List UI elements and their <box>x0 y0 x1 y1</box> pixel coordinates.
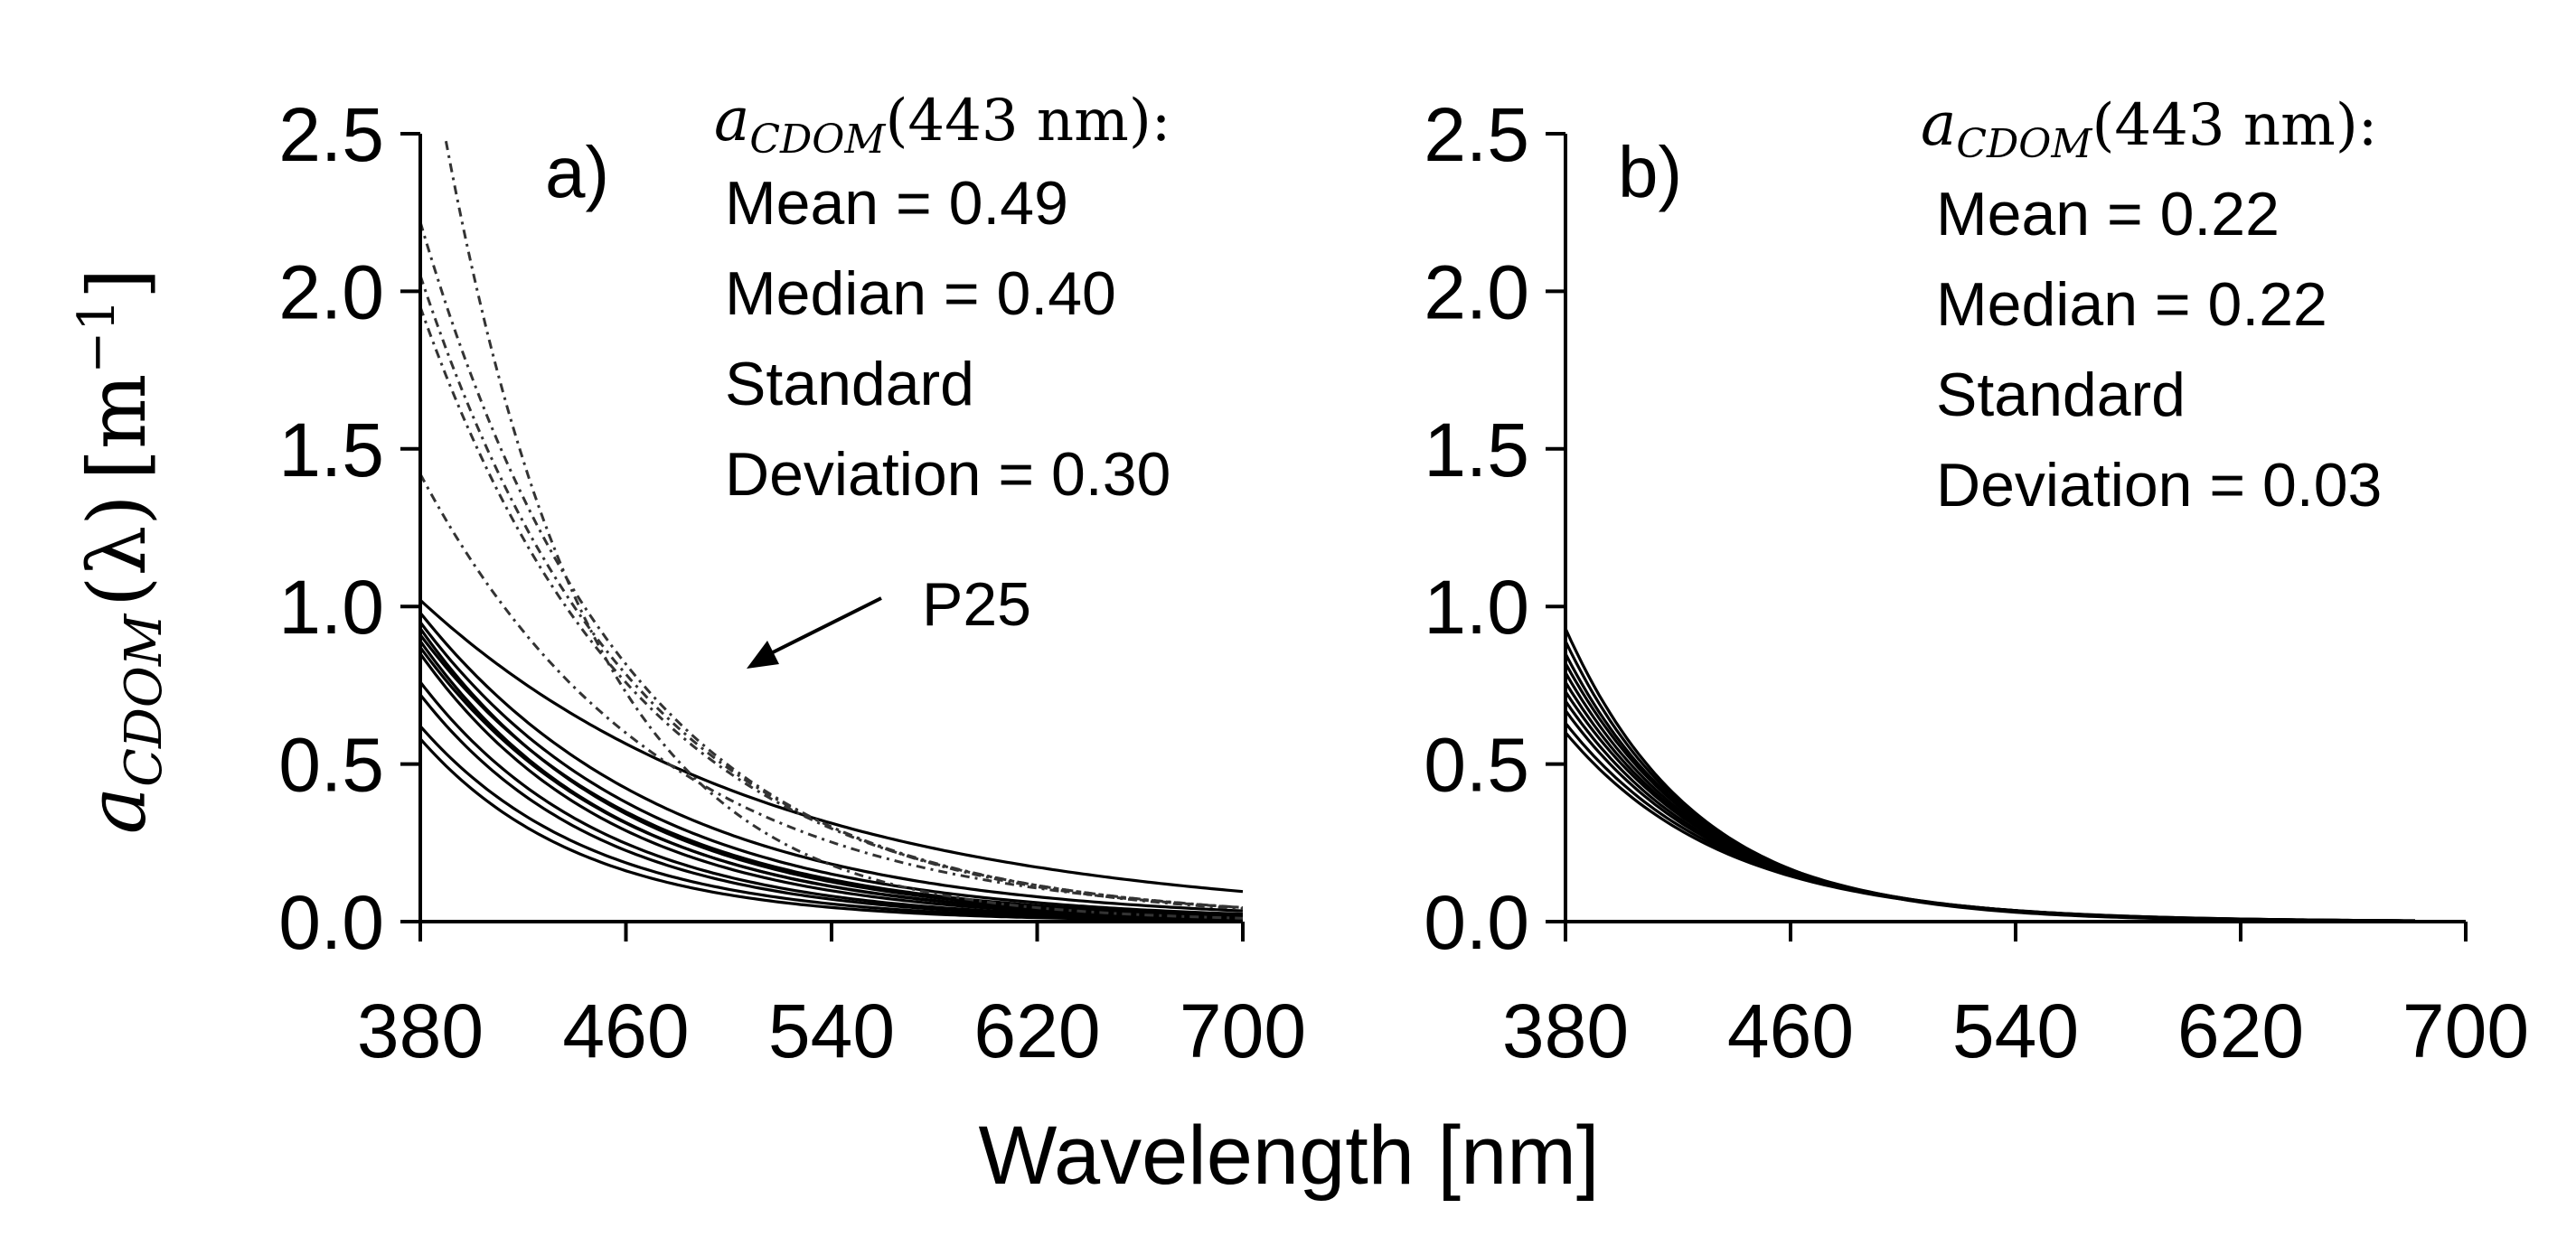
panel-b-series-solid-11 <box>1564 731 2415 923</box>
panel-a-series-solid-8 <box>418 652 1244 920</box>
panel-b-stats-header-sub: CDOM <box>1956 121 2092 167</box>
panel-b-y-tick-label: 1.5 <box>1424 408 1529 492</box>
panel-a-y-tick-label: 1.0 <box>278 565 384 650</box>
panel-a-stats-std-line2: Deviation = 0.30 <box>725 440 1170 509</box>
panel-a-series-dashed-1 <box>444 140 1244 920</box>
panel-a-x-tick-label: 620 <box>973 988 1100 1073</box>
panel-a-series-dashed-2 <box>418 221 1244 911</box>
panel-a-stats-header-symbol: a <box>714 85 749 155</box>
panel-a-annotation: P25 <box>747 570 1031 669</box>
panel-b: 0.0 0.5 1.0 1.5 2.0 2.5 380 460 540 620 700 b) aCD… <box>1424 89 2529 1073</box>
y-axis-title-unit-close: ] <box>71 268 164 299</box>
panel-b-x-tick-label: 620 <box>2177 988 2304 1073</box>
panel-b-series-solid-6 <box>1564 681 2416 923</box>
panel-a-stats-mean: Mean = 0.49 <box>725 169 1068 238</box>
panel-a-annotation-arrowhead <box>747 641 779 669</box>
panel-b-y-tick-label: 1.0 <box>1424 565 1529 650</box>
panel-b-stats-header-rest: (443 nm): <box>2092 92 2377 159</box>
panel-a-stats-median: Median = 0.40 <box>725 259 1116 328</box>
y-axis-title-subscript: CDOM <box>115 613 174 787</box>
panel-a-series-solid-12 <box>418 737 1243 923</box>
panel-b-axes: 0.0 0.5 1.0 1.5 2.0 2.5 380 460 540 620 700 <box>1424 92 2529 1073</box>
panel-b-stats: aCDOM(443 nm): Mean = 0.22 Median = 0.22… <box>1921 89 2382 520</box>
panel-a-curves <box>418 140 1244 923</box>
panel-a-series-solid-3 <box>418 621 1244 916</box>
panel-b-stats-median: Median = 0.22 <box>1936 270 2327 339</box>
panel-b-curves <box>1564 627 2416 923</box>
panel-a-series-solid-5 <box>418 633 1244 917</box>
y-axis-title-arg: (λ) <box>71 494 164 606</box>
panel-a-x-tick-label: 380 <box>357 988 484 1073</box>
panel-b-label: b) <box>1618 132 1682 212</box>
panel-a-y-tick-label: 0.5 <box>278 723 384 808</box>
panel-a-series-solid-6 <box>418 640 1244 919</box>
svg-text:aCDOM(443 nm):: aCDOM(443 nm): <box>1921 89 2377 167</box>
panel-b-y-tick-label: 0.0 <box>1424 880 1529 965</box>
panel-a-y-tick-label: 2.0 <box>278 249 384 334</box>
svg-text:aCDOM(443 nm):: aCDOM(443 nm): <box>714 85 1170 163</box>
y-axis-title-unit-open: [m <box>71 374 164 481</box>
panel-a-y-tick-label: 0.0 <box>278 880 384 965</box>
svg-text:aCDOM(λ)[m−1]: aCDOM (λ) [m−1] <box>68 268 174 835</box>
panel-b-series-solid-5 <box>1564 671 2415 923</box>
panel-b-x-tick-label: 700 <box>2402 988 2529 1073</box>
panel-b-series-solid-1 <box>1564 627 2415 923</box>
panel-b-y-tick-label: 2.0 <box>1424 249 1529 334</box>
panel-a-axes: 0.0 0.5 1.0 1.5 2.0 2.5 380 460 540 620 700 <box>278 92 1306 1073</box>
panel-a-series-solid-1 <box>418 599 1244 894</box>
panel-a-stats-header-sub: CDOM <box>749 117 886 163</box>
y-axis-title-symbol: a <box>71 787 164 834</box>
panel-a-stats-std-line1: Standard <box>725 350 974 418</box>
y-axis-title-unit-exp: −1 <box>68 299 127 374</box>
panel-b-x-tick-label: 540 <box>1952 988 2079 1073</box>
panel-b-series-solid-4 <box>1564 662 2415 923</box>
panel-b-x-tick-label: 460 <box>1727 988 1854 1073</box>
panel-a-x-tick-label: 700 <box>1180 988 1306 1073</box>
panel-b-stats-header-symbol: a <box>1921 89 1956 159</box>
x-axis-title: Wavelength [nm] <box>979 1110 1600 1202</box>
panel-b-stats-std-line2: Deviation = 0.03 <box>1936 451 2382 520</box>
panel-a-annotation-arrow-line <box>772 596 882 654</box>
panel-b-stats-std-line1: Standard <box>1936 361 2186 429</box>
panel-a-x-tick-label: 460 <box>562 988 689 1073</box>
panel-a-series-solid-2 <box>418 612 1244 913</box>
panel-a-x-tick-label: 540 <box>768 988 895 1073</box>
panel-b-y-tick-label: 0.5 <box>1424 723 1529 808</box>
panel-a-series-dashed-5 <box>418 473 1244 909</box>
panel-a-stats-header-rest: (443 nm): <box>885 88 1170 155</box>
panel-b-stats-mean: Mean = 0.22 <box>1936 180 2280 248</box>
panel-a-y-tick-label: 1.5 <box>278 408 384 492</box>
panel-b-x-tick-label: 380 <box>1502 988 1629 1073</box>
panel-b-series-solid-3 <box>1564 652 2415 923</box>
panel-a-y-tick-label: 2.5 <box>278 92 384 177</box>
panel-a-annotation-label: P25 <box>922 570 1031 639</box>
panel-a-label: a) <box>545 132 609 212</box>
panel-a: 0.0 0.5 1.0 1.5 2.0 2.5 380 460 540 620 700 a) aCD… <box>278 85 1306 1073</box>
panel-b-series-solid-2 <box>1564 640 2416 923</box>
panel-a-stats: aCDOM(443 nm): Mean = 0.49 Median = 0.40… <box>714 85 1170 509</box>
panel-b-series-solid-7 <box>1564 690 2416 923</box>
y-axis-title: aCDOM (λ) [m−1] <box>68 268 174 835</box>
panel-b-y-tick-label: 2.5 <box>1424 92 1529 177</box>
panel-a-series-dashed-4 <box>418 306 1244 909</box>
